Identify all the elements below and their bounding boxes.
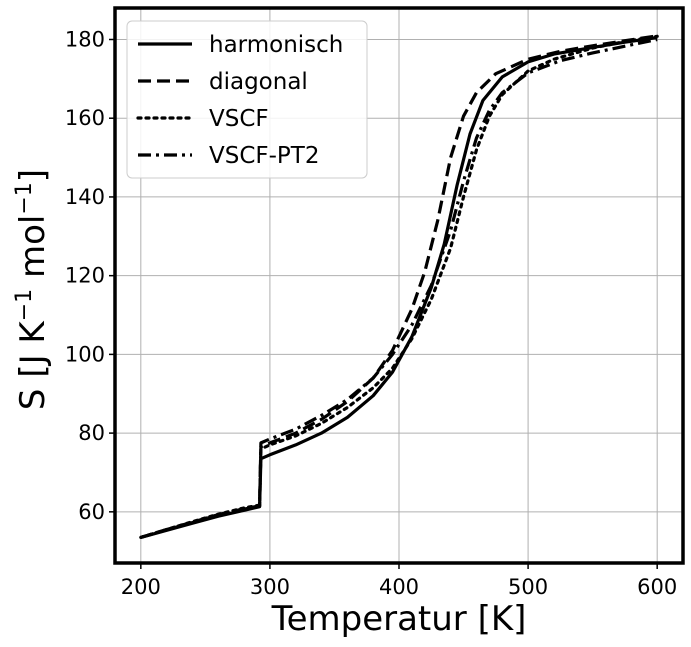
y-tick-label: 120	[65, 264, 105, 288]
y-axis-title-base: S [J K	[13, 320, 53, 410]
y-axis-title-exp1: −1	[12, 289, 37, 321]
y-tick-label: 140	[65, 185, 105, 209]
x-tick-label: 300	[250, 575, 290, 599]
axis-ticks: 200 300 400 500 600 60 80 100 120 140 160 180	[65, 27, 677, 599]
y-axis-title-exp2: −1	[12, 182, 37, 214]
y-axis-title: S [J K−1 mol−1]	[12, 169, 53, 410]
legend: harmonisch diagonal VSCF VSCF-PT2	[126, 20, 368, 179]
series-lines	[139, 34, 659, 539]
legend-label: VSCF	[209, 106, 269, 132]
x-tick-label: 400	[379, 575, 419, 599]
legend-label: harmonisch	[209, 32, 343, 58]
legend-box	[126, 20, 368, 179]
x-axis-title: Temperatur [K]	[271, 599, 527, 639]
y-tick-label: 100	[65, 342, 105, 366]
y-axis-title-mid: mol	[13, 215, 53, 289]
x-tick-label: 600	[637, 575, 677, 599]
grid	[115, 8, 683, 563]
series-line-vscf-pt2	[140, 37, 658, 539]
y-tick-label: 160	[65, 106, 105, 130]
y-tick-label: 80	[78, 421, 105, 445]
legend-label: VSCF-PT2	[209, 143, 319, 169]
x-tick-label: 200	[121, 575, 161, 599]
x-tick-label: 500	[508, 575, 548, 599]
legend-label: diagonal	[209, 69, 308, 95]
y-axis-title-end: ]	[13, 169, 53, 182]
y-tick-label: 60	[78, 500, 105, 524]
y-tick-label: 180	[65, 27, 105, 51]
